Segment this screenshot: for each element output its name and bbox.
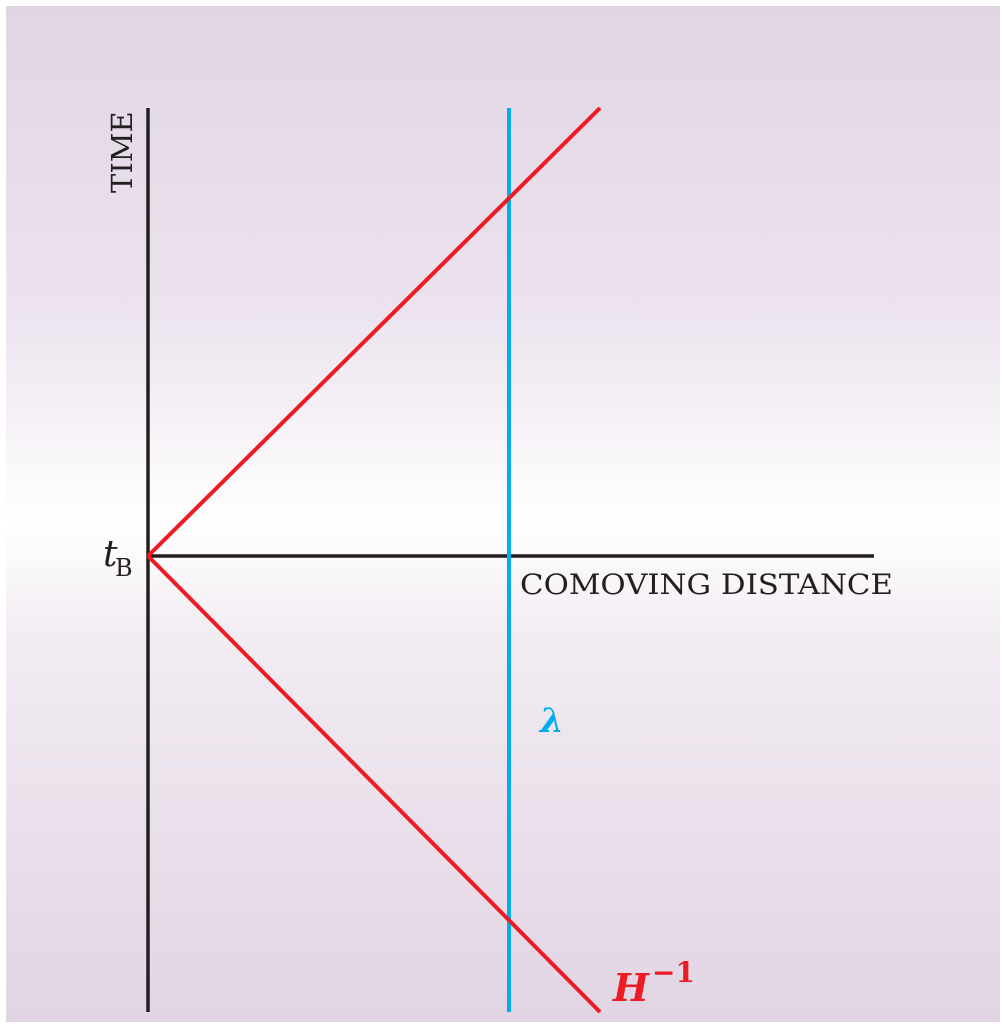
hubble-radius-lower <box>146 554 602 1014</box>
diagram-background <box>6 6 1000 1022</box>
origin-label-subscript: B <box>115 554 133 582</box>
hubble-label-superscript: −1 <box>652 956 695 989</box>
distance-axis-label: COMOVING DISTANCE <box>520 568 893 601</box>
wavelength-label: λ <box>538 701 564 741</box>
origin-label: t <box>103 534 118 575</box>
hubble-label: H <box>612 965 650 1010</box>
hubble-radius-upper <box>146 106 602 558</box>
time-axis-label: TIME <box>105 111 139 193</box>
